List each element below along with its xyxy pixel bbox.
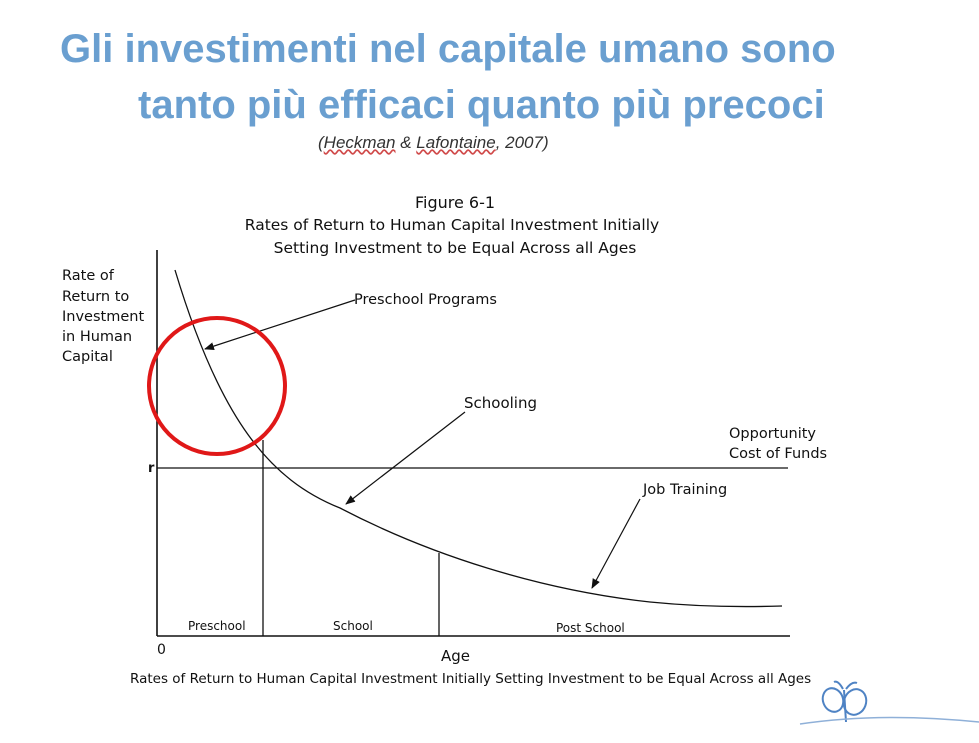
- job-training-arrow: [591, 498, 641, 589]
- stage-label-preschool: Preschool: [188, 619, 246, 633]
- citation-rest: , 2007): [495, 133, 549, 152]
- opportunity-cost-label-line-1: Opportunity: [729, 426, 816, 442]
- figure-title-line-2: Setting Investment to be Equal Across al…: [274, 239, 637, 257]
- figure-caption: Rates of Return to Human Capital Investm…: [130, 671, 811, 687]
- citation-amp: &: [395, 133, 417, 152]
- x-axis-label: Age: [441, 647, 470, 665]
- figure-number: Figure 6-1: [415, 193, 495, 212]
- citation-author-1: Heckman: [323, 133, 396, 152]
- rate-of-return-curve: [174, 269, 783, 608]
- preschool-programs-label: Preschool Programs: [354, 292, 497, 308]
- schooling-arrow: [345, 411, 466, 505]
- y-axis-label-line-3: Investment: [62, 309, 144, 325]
- opportunity-cost-label-line-2: Cost of Funds: [729, 446, 827, 462]
- citation-author-2: Lafontaine: [416, 133, 496, 152]
- job-training-label: Job Training: [642, 482, 727, 498]
- y-axis-label-line-5: Capital: [62, 349, 113, 365]
- citation-open: (: [318, 133, 324, 152]
- slide-title-line-1: Gli investimenti nel capitale umano sono: [60, 27, 836, 71]
- slide-title-line-2: tanto più efficaci quanto più precoci: [138, 83, 825, 127]
- y-axis-label-line-1: Rate of: [62, 268, 115, 284]
- r-label: r: [148, 461, 155, 476]
- citation: (Heckman & Lafontaine, 2007): [318, 133, 549, 153]
- preschool-programs-arrow: [204, 299, 356, 351]
- y-axis-label-line-4: in Human: [62, 329, 132, 345]
- stage-label-post-school: Post School: [556, 621, 625, 635]
- figure-title-line-1: Rates of Return to Human Capital Investm…: [245, 216, 659, 234]
- schooling-label: Schooling: [464, 394, 537, 412]
- y-axis-label-line-2: Return to: [62, 289, 129, 305]
- origin-label: 0: [157, 642, 166, 658]
- butterfly-logo-icon: [799, 680, 979, 725]
- preschool-highlight-circle: [147, 316, 287, 456]
- stage-label-school: School: [333, 619, 373, 633]
